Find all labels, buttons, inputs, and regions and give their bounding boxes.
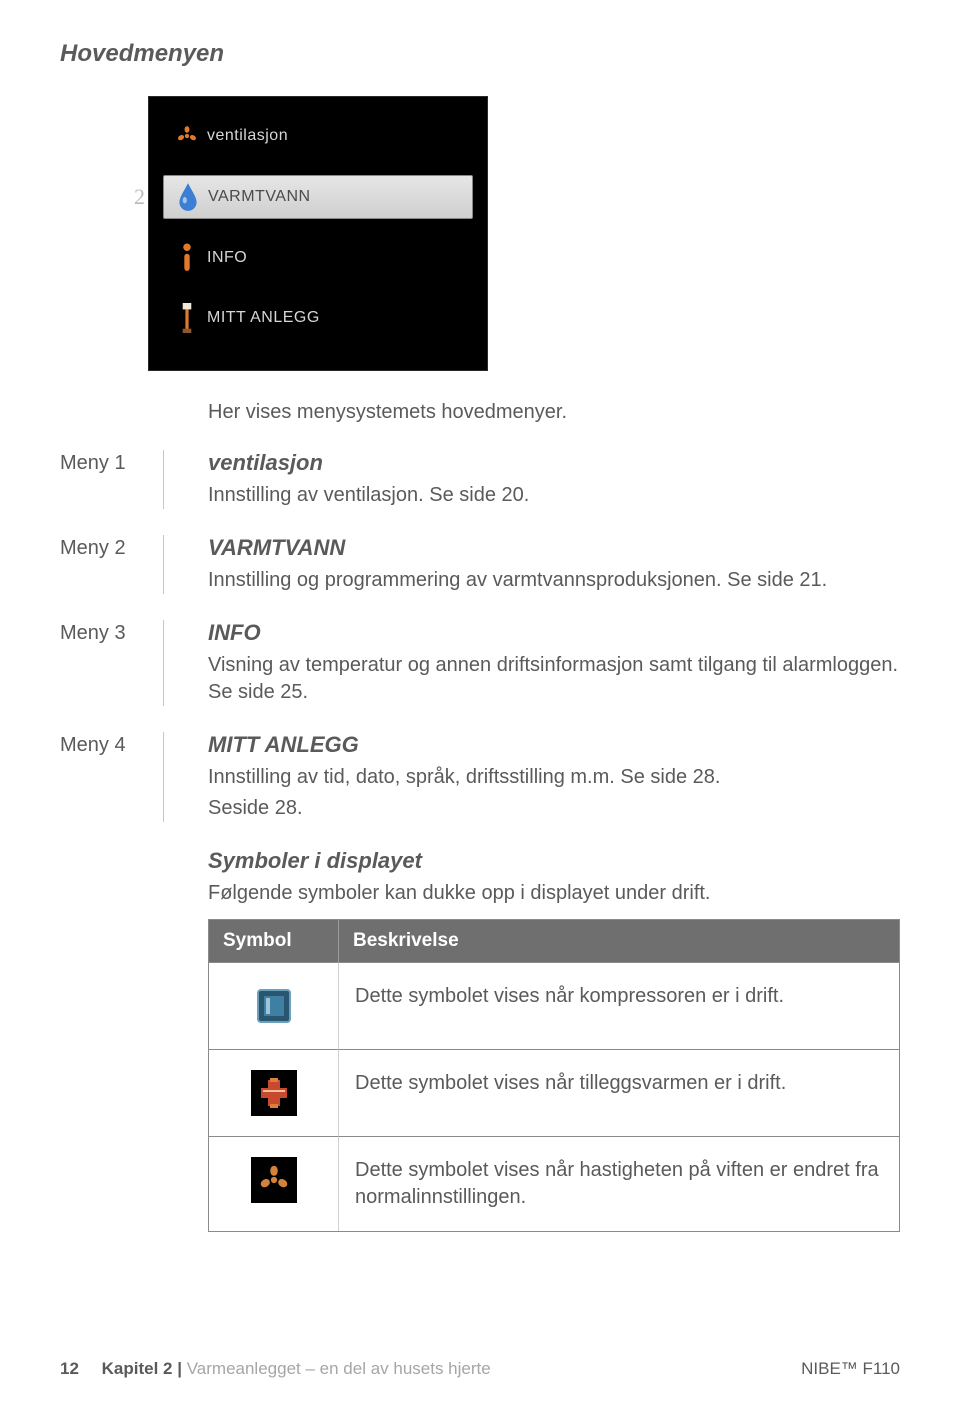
- menu-heading: ventilasjon: [208, 450, 900, 476]
- row-desc: Dette symbolet vises når tilleggsvarmen …: [339, 1049, 899, 1136]
- menu-tag: Meny 3: [60, 620, 164, 706]
- menu-desc: Innstilling av ventilasjon. Se side 20.: [208, 482, 900, 509]
- menu-heading: MITT ANLEGG: [208, 732, 900, 758]
- drop-icon: [168, 180, 208, 214]
- fan-symbol-icon: [251, 1157, 297, 1203]
- menu-block-1: Meny 1 ventilasjon Innstilling av ventil…: [60, 450, 900, 509]
- menu-block-4: Meny 4 MITT ANLEGG Innstilling av tid, d…: [60, 732, 900, 822]
- row-desc: Dette symbolet vises når hastigheten på …: [339, 1136, 899, 1231]
- symbols-heading: Symboler i displayet: [208, 848, 900, 874]
- row-desc: Dette symbolet vises når kompressoren er…: [339, 962, 899, 1049]
- symbols-intro: Følgende symboler kan dukke opp i displa…: [208, 882, 900, 905]
- menu-desc: Innstilling av tid, dato, språk, driftss…: [208, 764, 900, 791]
- table-row: Dette symbolet vises når kompressoren er…: [209, 962, 899, 1049]
- menu-label: VARMTVANN: [208, 188, 311, 206]
- menu-tag: Meny 1: [60, 450, 164, 509]
- menu-heading: INFO: [208, 620, 900, 646]
- menu-block-3: Meny 3 INFO Visning av temperatur og ann…: [60, 620, 900, 706]
- menu-extra: Seside 28.: [208, 795, 900, 822]
- page-number: 12: [60, 1359, 79, 1378]
- menu-heading: VARMTVANN: [208, 535, 900, 561]
- menu-label: MITT ANLEGG: [207, 309, 320, 327]
- table-row: Dette symbolet vises når tilleggsvarmen …: [209, 1049, 899, 1136]
- compressor-icon: [251, 983, 297, 1029]
- menu-desc: Innstilling og programmering av varmtvan…: [208, 567, 900, 594]
- chapter-name: Varmeanlegget – en del av husets hjerte: [187, 1359, 491, 1378]
- menu-label: INFO: [207, 249, 247, 267]
- tool-icon: [167, 301, 207, 335]
- device-display: ventilasjon VARMTVANN INFO MITT ANLEGG: [148, 96, 488, 371]
- brand-label: NIBE™ F110: [801, 1359, 900, 1379]
- menu-tag: Meny 2: [60, 535, 164, 594]
- menu-desc: Visning av temperatur og annen driftsinf…: [208, 652, 900, 706]
- col-symbol: Symbol: [209, 920, 339, 962]
- menu-item-varmtvann[interactable]: VARMTVANN: [163, 175, 473, 219]
- menu-item-mittanlegg[interactable]: MITT ANLEGG: [163, 297, 473, 339]
- menu-tag: Meny 4: [60, 732, 164, 822]
- fan-icon: [167, 119, 207, 153]
- menu-item-ventilasjon[interactable]: ventilasjon: [163, 115, 473, 157]
- page-footer: 12 Kapitel 2 | Varmeanlegget – en del av…: [60, 1359, 900, 1379]
- intro-text: Her vises menysystemets hovedmenyer.: [208, 401, 900, 424]
- menu-label: ventilasjon: [207, 127, 288, 145]
- menu-block-2: Meny 2 VARMTVANN Innstilling og programm…: [60, 535, 900, 594]
- symbols-section: Symboler i displayet Følgende symboler k…: [60, 848, 900, 1232]
- info-icon: [167, 241, 207, 275]
- col-desc: Beskrivelse: [339, 920, 899, 962]
- heater-icon: [251, 1070, 297, 1116]
- menu-item-info[interactable]: INFO: [163, 237, 473, 279]
- chapter-bold: Kapitel 2 |: [102, 1359, 187, 1378]
- symbols-table: Symbol Beskrivelse Dette symbolet vises …: [208, 919, 900, 1232]
- table-row: Dette symbolet vises når hastigheten på …: [209, 1136, 899, 1231]
- page-title: Hovedmenyen: [60, 40, 900, 68]
